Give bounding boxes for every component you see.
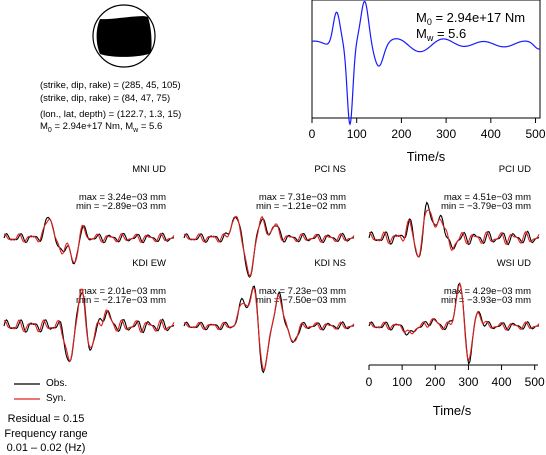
station-min: min = −3.93e−03 mm bbox=[441, 295, 531, 306]
synthetic-trace bbox=[4, 288, 175, 363]
stf-tick-label: 300 bbox=[436, 127, 456, 141]
synthetic-trace bbox=[4, 218, 175, 264]
legend-obs-label: Obs. bbox=[46, 378, 68, 389]
stf-tick-label: 400 bbox=[481, 127, 501, 141]
stf-tick-label: 200 bbox=[391, 127, 411, 141]
waveform-ticks: 0 100 200 300 400 500 bbox=[366, 365, 545, 389]
station-label: WSI UD bbox=[497, 258, 531, 269]
station-max: max = 7.23e−03 mm bbox=[259, 286, 346, 297]
waveform-tick-label: 500 bbox=[525, 375, 545, 389]
waveform-tick-label: 400 bbox=[492, 375, 512, 389]
waveform-tick-label: 100 bbox=[392, 375, 412, 389]
station-min: min = −3.79e−03 mm bbox=[441, 201, 531, 212]
mechanism-moment: M0 = 2.94e+17 Nm, Mw = 5.6 bbox=[40, 121, 163, 134]
frequency-title: Frequency range bbox=[4, 428, 88, 440]
synthetic-trace bbox=[369, 209, 540, 258]
station-label: MNI UD bbox=[132, 164, 166, 175]
residual-text: Residual = 0.15 bbox=[7, 413, 85, 425]
mechanism-plane-1: (strike, dip, rake) = (285, 45, 105) bbox=[40, 80, 181, 91]
mechanism-location: (lon., lat, depth) = (122.7, 1.3, 15) bbox=[40, 109, 182, 120]
frequency-range: 0.01 – 0.02 (Hz) bbox=[6, 442, 86, 454]
observed-trace bbox=[3, 216, 175, 265]
stf-ticks: 0 100 200 300 400 500 bbox=[309, 118, 546, 141]
station-label: PCI NS bbox=[314, 164, 346, 175]
mechanism-plane-2: (strike, dip, rake) = (84, 47, 75) bbox=[40, 93, 171, 104]
synthetic-trace bbox=[184, 287, 355, 371]
synthetic-trace bbox=[184, 215, 355, 278]
stf-m0-label: M0 = 2.94e+17 Nm bbox=[416, 10, 525, 27]
station-max: max = 7.31e−03 mm bbox=[259, 192, 346, 203]
stf-curve bbox=[311, 0, 541, 126]
station-max: max = 4.51e−03 mm bbox=[444, 192, 531, 203]
station-max: max = 3.24e−03 mm bbox=[79, 192, 166, 203]
station-min: min = −7.50e−03 mm bbox=[256, 295, 346, 306]
station-label: KDI NS bbox=[314, 258, 346, 269]
beachball-icon bbox=[92, 4, 156, 68]
stf-mw-label: Mw = 5.6 bbox=[416, 26, 466, 43]
waveform-tick-label: 200 bbox=[425, 375, 445, 389]
stf-tick-label: 500 bbox=[526, 127, 546, 141]
stf-tick-label: 0 bbox=[309, 127, 316, 141]
station-label: PCI UD bbox=[499, 164, 531, 175]
station-max: max = 2.01e−03 mm bbox=[79, 286, 166, 297]
station-min: min = −2.17e−03 mm bbox=[76, 295, 166, 306]
waveform-xlabel: Time/s bbox=[433, 403, 472, 418]
waveform-tick-label: 300 bbox=[458, 375, 478, 389]
stf-tick-label: 100 bbox=[347, 127, 367, 141]
legend-syn-label: Syn. bbox=[46, 393, 67, 404]
station-min: min = −1.21e−02 mm bbox=[256, 201, 346, 212]
station-min: min = −2.89e−03 mm bbox=[76, 201, 166, 212]
stf-xlabel: Time/s bbox=[407, 149, 446, 164]
station-label: KDI EW bbox=[132, 258, 166, 269]
waveform-tick-label: 0 bbox=[366, 375, 373, 389]
stf-axes bbox=[311, 0, 541, 119]
synthetic-trace bbox=[369, 282, 540, 362]
station-max: max = 4.29e−03 mm bbox=[444, 286, 531, 297]
